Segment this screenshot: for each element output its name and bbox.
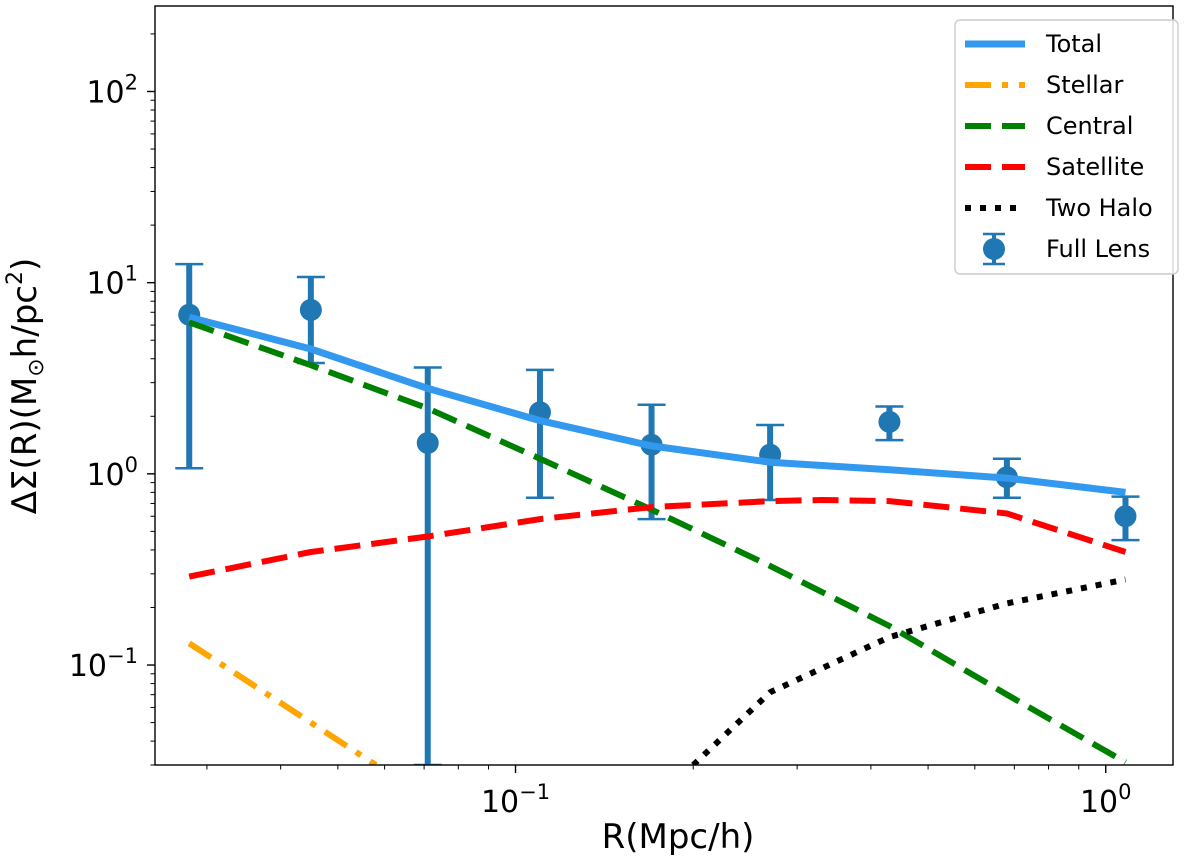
data-point — [878, 410, 901, 433]
stellar-line — [187, 640, 378, 765]
legend-label-two-halo: Two Halo — [1045, 194, 1153, 222]
data-point — [416, 432, 439, 455]
legend-label-stellar: Stellar — [1046, 71, 1123, 99]
x-tick-label: 10−1 — [481, 780, 550, 820]
x-axis-label: R(Mpc/h) — [602, 817, 755, 857]
plot-frame — [154, 5, 1174, 766]
y-tick-label: 101 — [86, 262, 138, 302]
y-tick-label: 102 — [86, 70, 138, 110]
satellite-line — [188, 497, 1127, 580]
ticks-layer: 10−1 100 10−1 100 101 102 — [69, 33, 1132, 820]
legend-label-total: Total — [1045, 30, 1102, 58]
legend-label-satellite: Satellite — [1046, 153, 1144, 181]
total-line — [188, 313, 1126, 496]
legend-label-full-lens: Full Lens — [1046, 235, 1150, 263]
y-tick-label: 100 — [86, 453, 138, 493]
legend-marker-point — [983, 238, 1005, 260]
data-point — [1114, 505, 1137, 528]
legend-label-central: Central — [1046, 112, 1133, 140]
y-tick-label: 10−1 — [69, 644, 138, 684]
legend: Total Stellar Central Satellite Two Halo Full… — [954, 19, 1179, 275]
data-point — [299, 298, 322, 321]
series-layer — [175, 262, 1140, 765]
x-tick-label: 100 — [1080, 780, 1132, 820]
y-axis-label: ΔΣ(R)(M⊙h/pc2) — [3, 258, 49, 514]
